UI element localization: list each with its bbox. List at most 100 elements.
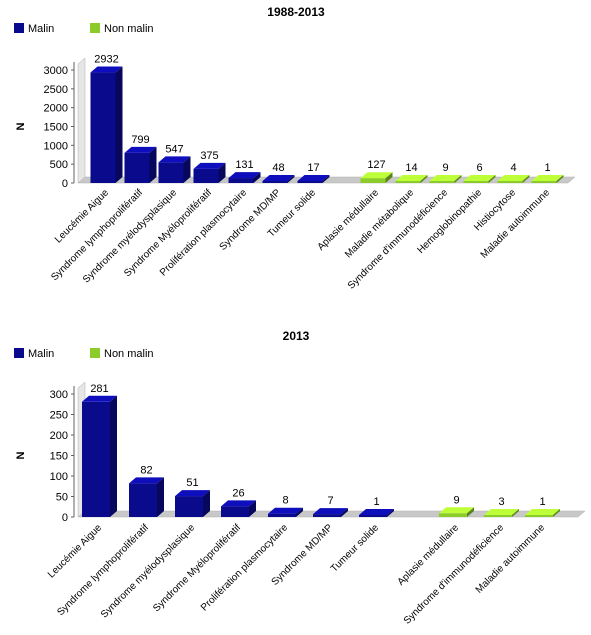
bar-value-label: 127: [367, 159, 385, 171]
bar-value-label: 131: [235, 159, 253, 171]
y-tick-label: 1000: [44, 140, 68, 152]
bar-side: [149, 146, 157, 183]
bar-front: [525, 515, 553, 517]
bar-side: [287, 175, 295, 183]
x-category-label: Tumeur solide: [329, 522, 382, 575]
bar-value-label: 4: [510, 162, 516, 174]
bar-top: [158, 156, 191, 163]
x-category-label: Syndrome MD/MP: [218, 187, 284, 253]
bar-non-malin: 9: [439, 494, 474, 517]
bar-side: [553, 509, 560, 517]
bar-malin: 8: [268, 495, 303, 517]
bar-value-label: 9: [442, 162, 448, 174]
bar-malin: 1: [359, 496, 394, 517]
chart-title: 1988-2013: [267, 5, 325, 19]
bar-top: [221, 500, 256, 507]
x-category-label: Maladie autoimmune: [479, 187, 553, 261]
y-tick-label: 500: [50, 159, 68, 171]
bar-front: [484, 515, 512, 517]
bar-non-malin: 6: [463, 162, 496, 183]
bar-front: [297, 181, 323, 183]
bar-side: [296, 507, 303, 517]
bar-value-label: 6: [476, 162, 482, 174]
bar-top: [359, 509, 394, 515]
bar-top: [429, 175, 462, 181]
legend-label-malin: Malin: [28, 348, 54, 360]
bar-front: [175, 496, 203, 517]
x-category-label: Maladie autoimmune: [474, 522, 548, 596]
bar-value-label: 17: [307, 162, 319, 174]
chart-2013: 2013 Malin Non malin 0 50 100 150 200 250 300 N 281…: [14, 329, 586, 627]
bar-non-malin: 9: [429, 162, 462, 183]
bar-side: [203, 490, 210, 517]
bar-top: [124, 146, 157, 153]
bar-side: [110, 395, 117, 517]
bar-malin: 2932: [90, 54, 123, 183]
bar-non-malin: 14: [395, 162, 428, 183]
y-tick-label: 300: [50, 389, 68, 401]
bar-side: [467, 507, 474, 517]
bar-front: [531, 181, 557, 183]
bar-top: [463, 175, 496, 181]
bar-top: [262, 175, 295, 181]
chart-side-wall: [77, 57, 86, 184]
bar-non-malin: 1: [531, 162, 564, 183]
bar-side: [385, 172, 393, 183]
y-tick-label: 200: [50, 430, 68, 442]
bar-malin: 799: [124, 134, 157, 183]
bar-non-malin: 3: [484, 496, 519, 517]
bar-value-label: 281: [90, 383, 108, 395]
bar-value-label: 1: [539, 496, 545, 508]
bar-front: [129, 483, 157, 517]
bar-top: [175, 490, 210, 497]
bar-front: [463, 181, 489, 183]
bar-value-label: 8: [282, 495, 288, 507]
bar-front: [158, 162, 184, 183]
y-tick-label: 1500: [44, 122, 68, 134]
y-tick-label: 0: [62, 512, 68, 524]
bar-malin: 48: [262, 162, 295, 183]
bar-value-label: 14: [405, 162, 417, 174]
bar-side: [454, 175, 462, 183]
bar-non-malin: 1: [525, 496, 560, 517]
y-tick-label: 100: [50, 471, 68, 483]
bar-top: [395, 175, 428, 181]
bar-side: [512, 509, 519, 517]
bar-front: [221, 506, 249, 517]
y-tick-label: 0: [62, 178, 68, 190]
bar-side: [157, 477, 164, 517]
bar-malin: 51: [175, 477, 210, 517]
legend-swatch-malin: [14, 23, 24, 33]
bar-side: [488, 175, 496, 183]
y-axis-label: N: [15, 122, 27, 130]
bar-top: [525, 509, 560, 515]
bar-front: [262, 181, 288, 183]
legend-label-malin: Malin: [28, 23, 54, 35]
bar-front: [360, 178, 386, 183]
bar-side: [341, 508, 348, 517]
y-tick-label: 3000: [44, 65, 68, 77]
y-tick-label: 50: [56, 492, 68, 504]
x-category-label: Syndrome lymphoprolifératif: [55, 522, 151, 618]
bar-top: [129, 477, 164, 484]
y-tick-label: 250: [50, 410, 68, 422]
bar-top: [360, 172, 393, 179]
bar-value-label: 547: [165, 143, 183, 155]
bar-top: [484, 509, 519, 515]
bar-value-label: 82: [140, 464, 152, 476]
bar-malin: 547: [158, 143, 191, 183]
bar-top: [193, 162, 226, 169]
bar-value-label: 3: [498, 496, 504, 508]
chart-1988-2013: 1988-2013 Malin Non malin 0 500 1000 1500 2000 2…: [14, 5, 576, 292]
bar-malin: 26: [221, 487, 256, 517]
bar-value-label: 2932: [94, 54, 118, 66]
bar-top: [497, 175, 530, 181]
bar-malin: 375: [193, 150, 226, 183]
bar-front: [193, 168, 219, 183]
bar-malin: 7: [313, 495, 348, 517]
legend-label-non-malin: Non malin: [104, 348, 154, 360]
bar-side: [183, 156, 191, 183]
bar-front: [439, 513, 467, 517]
bar-value-label: 1: [544, 162, 550, 174]
bar-side: [387, 509, 394, 517]
